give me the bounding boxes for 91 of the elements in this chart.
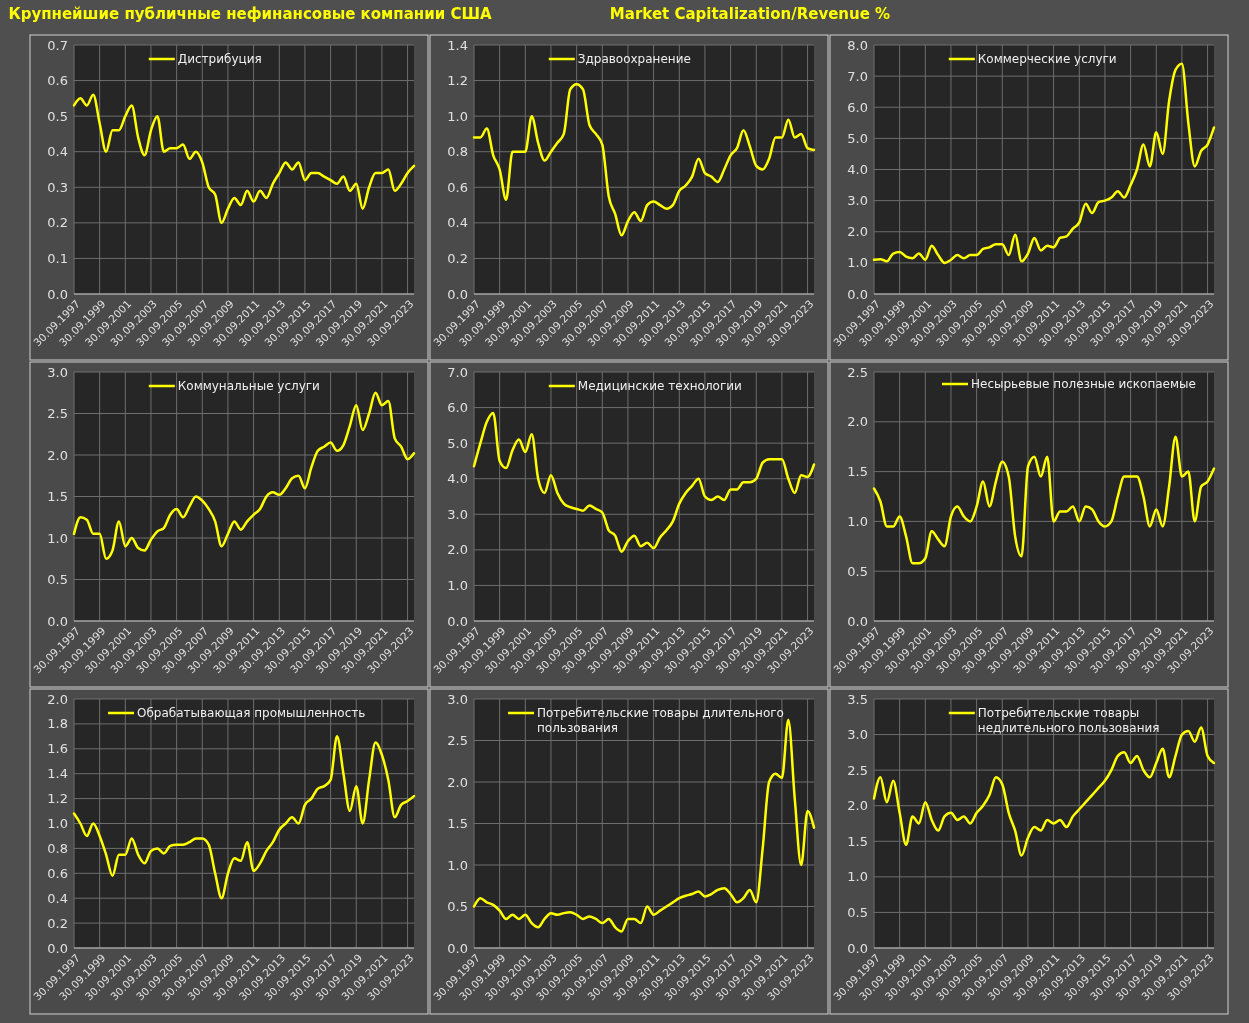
legend-label: Коммерческие услуги: [977, 52, 1117, 67]
legend-label: Обрабатывающая промышленность: [137, 706, 366, 721]
y-tick-label: 2.0: [847, 224, 868, 240]
line-series: [472, 411, 816, 553]
y-tick-label: 0.8: [447, 144, 468, 160]
y-tick-label: 3.0: [447, 506, 468, 522]
y-tick-label: 2.0: [47, 691, 68, 707]
chart-subtitle: Market Capitalization/Revenue %: [609, 5, 891, 23]
y-tick-label: 0.0: [447, 286, 468, 302]
y-tick-label: 0.0: [47, 613, 68, 629]
line-series: [72, 93, 416, 225]
y-tick-label: 3.5: [847, 691, 868, 707]
y-tick-label: 1.8: [47, 716, 68, 732]
y-tick-label: 1.5: [847, 833, 868, 849]
y-tick-label: 0.6: [47, 865, 68, 881]
y-tick-label: 0.5: [47, 108, 68, 124]
y-tick-label: 2.0: [847, 798, 868, 814]
line-series: [872, 435, 1216, 565]
legend-label: Здравоохранение: [577, 52, 691, 67]
y-tick-label: 0.8: [47, 840, 68, 856]
y-tick-label: 1.6: [47, 741, 68, 757]
legend-label: Коммунальные услуги: [177, 379, 320, 394]
y-tick-label: 0.7: [47, 37, 68, 53]
y-tick-label: 0.2: [447, 250, 468, 266]
y-tick-label: 2.0: [447, 542, 468, 558]
y-tick-label: 1.4: [47, 766, 68, 782]
y-tick-label: 0.0: [847, 613, 868, 629]
y-tick-label: 7.0: [447, 364, 468, 380]
y-tick-label: 0.0: [847, 286, 868, 302]
line-series: [872, 726, 1216, 857]
y-tick-label: 2.0: [447, 774, 468, 790]
y-tick-label: 0.6: [447, 179, 468, 195]
y-tick-label: 1.5: [47, 489, 68, 505]
legend-label: Дистрибуция: [177, 52, 262, 67]
y-tick-label: 3.0: [847, 727, 868, 743]
y-tick-label: 1.0: [447, 857, 468, 873]
line-series: [472, 718, 816, 933]
y-tick-label: 4.0: [847, 162, 868, 178]
y-tick-label: 3.0: [47, 364, 68, 380]
y-tick-label: 0.4: [47, 890, 68, 906]
line-series: [72, 391, 416, 560]
y-tick-label: 0.4: [447, 215, 468, 231]
y-tick-label: 0.0: [447, 613, 468, 629]
y-tick-label: 6.0: [447, 400, 468, 416]
y-tick-label: 0.5: [847, 904, 868, 920]
y-tick-label: 0.2: [47, 215, 68, 231]
y-tick-label: 5.0: [847, 130, 868, 146]
y-tick-label: 5.0: [447, 435, 468, 451]
y-tick-label: 2.5: [847, 762, 868, 778]
y-tick-label: 1.0: [847, 869, 868, 885]
y-tick-label: 2.5: [447, 733, 468, 749]
y-tick-label: 2.0: [847, 414, 868, 430]
y-tick-label: 1.2: [447, 73, 468, 89]
y-tick-label: 1.0: [47, 530, 68, 546]
y-tick-label: 7.0: [847, 68, 868, 84]
y-tick-label: 1.2: [47, 791, 68, 807]
y-tick-label: 3.0: [847, 193, 868, 209]
y-tick-label: 2.5: [847, 364, 868, 380]
y-tick-label: 2.5: [47, 406, 68, 422]
chart-title: Крупнейшие публичные нефинансовые компании США: [8, 5, 492, 23]
y-tick-label: 6.0: [847, 99, 868, 115]
y-tick-label: 4.0: [447, 471, 468, 487]
y-tick-label: 3.0: [447, 691, 468, 707]
y-tick-label: 0.3: [47, 179, 68, 195]
legend-label: Потребительские товары недлительного пользования: [977, 706, 1160, 736]
y-tick-label: 0.0: [47, 286, 68, 302]
y-tick-label: 0.5: [47, 572, 68, 588]
line-series: [72, 735, 416, 900]
y-tick-label: 0.0: [447, 940, 468, 956]
y-tick-label: 1.0: [847, 255, 868, 271]
y-tick-label: 2.0: [47, 447, 68, 463]
y-tick-label: 1.0: [847, 513, 868, 529]
y-tick-label: 1.4: [447, 37, 468, 53]
y-tick-label: 0.0: [847, 940, 868, 956]
y-tick-label: 0.1: [47, 250, 68, 266]
y-tick-label: 1.5: [847, 464, 868, 480]
y-tick-label: 0.6: [47, 73, 68, 89]
line-series: [472, 82, 816, 237]
legend-label: Несырьевые полезные ископаемые: [971, 377, 1196, 392]
y-tick-label: 0.5: [847, 563, 868, 579]
legend-label: Потребительские товары длительного пользования: [537, 706, 784, 736]
y-tick-label: 1.0: [447, 108, 468, 124]
legend-label: Медицинские технологии: [577, 379, 742, 394]
y-tick-label: 0.5: [447, 899, 468, 915]
y-tick-label: 1.5: [447, 816, 468, 832]
y-tick-label: 0.4: [47, 144, 68, 160]
y-tick-label: 1.0: [447, 577, 468, 593]
y-tick-label: 0.2: [47, 915, 68, 931]
y-tick-label: 8.0: [847, 37, 868, 53]
y-tick-label: 1.0: [47, 816, 68, 832]
y-tick-label: 0.0: [47, 940, 68, 956]
